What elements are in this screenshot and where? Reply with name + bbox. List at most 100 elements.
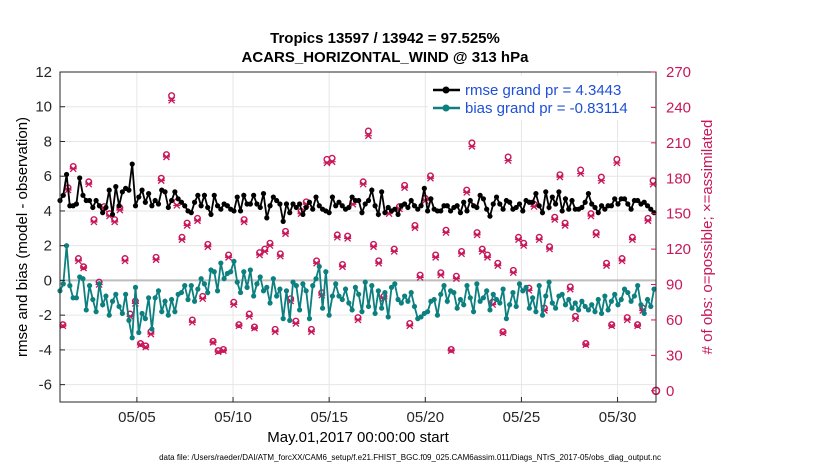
obs-assimilated-marker	[571, 315, 580, 323]
rmse-point	[579, 204, 585, 211]
rmse-point	[86, 197, 93, 204]
obs-assimilated-marker	[468, 142, 476, 150]
bias-point	[625, 289, 631, 296]
bias-point	[109, 298, 116, 304]
rmse-point	[73, 201, 80, 207]
obs-possible-marker	[142, 342, 150, 350]
rmse-point	[306, 199, 313, 205]
rmse-point	[254, 201, 260, 207]
obs-assimilated-marker	[209, 338, 217, 346]
obs-assimilated-marker	[261, 248, 269, 255]
bias-point	[457, 296, 464, 303]
rmse-point	[293, 204, 299, 211]
obs-assimilated-marker	[256, 251, 264, 259]
axis-ticks: 05/05 05/10 05/15 05/20 05/25 05/30 -6 -4 -2 0 2 4 6…	[35, 64, 691, 426]
obs-assimilated-marker	[577, 170, 585, 177]
rmse-point	[477, 192, 483, 198]
bias-point	[434, 312, 441, 318]
bias-point	[172, 309, 178, 315]
rmse-point	[333, 203, 339, 209]
bias-point	[510, 289, 516, 296]
bias-point	[257, 274, 263, 280]
obs-assimilated-marker	[644, 217, 652, 225]
rmse-point	[188, 210, 194, 216]
y-tick-label: 4	[44, 203, 52, 220]
bias-point	[549, 300, 555, 306]
obs-assimilated-marker	[473, 231, 481, 239]
obs-assimilated-marker	[582, 341, 590, 349]
obs-assimilated-marker	[157, 177, 165, 185]
obs-possible-marker	[447, 345, 455, 353]
legend-box	[428, 76, 650, 120]
bias-point	[566, 296, 572, 303]
bias-point	[516, 281, 523, 287]
obs-possible-marker	[364, 127, 372, 135]
rmse-point	[641, 199, 647, 205]
rmse-point	[493, 194, 500, 200]
obs-assimilated-marker	[250, 324, 259, 332]
rmse-point	[582, 199, 588, 205]
bias-point	[290, 279, 296, 285]
rmse-point	[119, 189, 125, 195]
rmse-point	[247, 201, 253, 207]
bias-point	[146, 295, 152, 301]
rmse-point	[556, 189, 562, 195]
legend: rmse grand pr = 4.3443 bias grand pr = -…	[428, 76, 650, 120]
rmse-point	[211, 192, 217, 198]
obs-possible-marker	[499, 328, 507, 336]
y-tick-label: 2	[44, 238, 52, 255]
bias-point	[119, 310, 125, 317]
bias-point	[507, 302, 513, 308]
obs-assimilated-marker	[597, 177, 605, 185]
rmse-point	[277, 201, 283, 207]
bias-point	[86, 283, 93, 289]
bias-point	[398, 300, 404, 306]
rmse-point	[375, 211, 381, 218]
bias-point	[346, 300, 352, 306]
bias-point	[444, 298, 450, 304]
y2-tick-label: 120	[666, 241, 691, 258]
bias-point	[342, 286, 349, 292]
rmse-point	[329, 194, 336, 200]
rmse-point	[411, 203, 418, 209]
obs-possible-marker	[235, 321, 243, 329]
rmse-point	[464, 208, 470, 214]
bias-point	[402, 293, 408, 299]
rmse-point	[126, 187, 132, 193]
bias-point	[126, 317, 132, 323]
rmse-point	[539, 210, 546, 216]
obs-assimilated-marker	[193, 217, 202, 225]
rmse-point	[231, 208, 237, 214]
rmse-point	[178, 199, 185, 205]
obs-assimilated-marker	[333, 233, 341, 241]
bias-point	[182, 283, 188, 289]
obs-assimilated-marker	[111, 218, 119, 226]
y2-axis-label: # of obs: o=possible; ×=assimilated	[699, 120, 716, 355]
rmse-point	[562, 196, 569, 202]
x-tick-label: 05/10	[214, 409, 252, 426]
y-tick-label: -4	[39, 342, 52, 359]
rmse-point	[408, 197, 414, 204]
bias-point	[100, 302, 106, 308]
bias-point	[352, 284, 358, 290]
bias-point	[493, 296, 500, 303]
obs-assimilated-marker	[400, 184, 409, 192]
rmse-point	[313, 194, 319, 200]
obs-assimilated-marker	[478, 248, 486, 255]
obs-assimilated-marker	[556, 173, 564, 181]
bias-point	[165, 312, 171, 318]
bias-point	[464, 283, 470, 289]
bias-point	[142, 316, 148, 322]
bias-point	[132, 284, 139, 290]
rmse-point	[457, 210, 464, 216]
bias-point	[218, 260, 224, 266]
bias-point	[602, 293, 608, 299]
rmse-point	[201, 192, 208, 198]
rmse-point	[543, 189, 549, 195]
bias-point	[237, 289, 244, 296]
rmse-point	[516, 201, 523, 207]
y-tick-label: 12	[35, 64, 52, 81]
bias-point	[356, 291, 362, 297]
bias-point	[523, 284, 529, 290]
bias-point	[418, 314, 424, 320]
